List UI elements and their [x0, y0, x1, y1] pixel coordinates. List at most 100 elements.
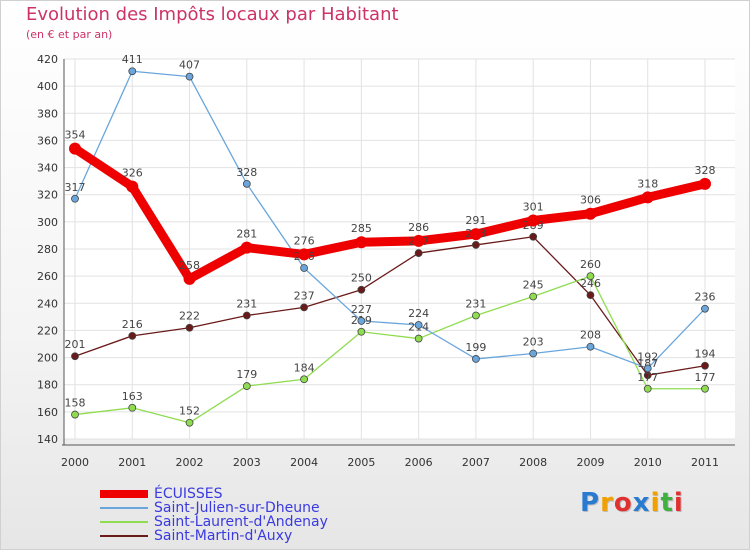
- legend-label: ÉCUISSES: [154, 486, 223, 502]
- data-label: 187: [637, 357, 658, 370]
- data-point: [128, 331, 137, 340]
- data-point: [699, 177, 711, 190]
- y-tick-label: 340: [37, 162, 58, 175]
- data-point: [128, 67, 137, 76]
- data-point: [472, 241, 480, 249]
- data-label: 184: [294, 361, 315, 374]
- data-label: 328: [236, 166, 257, 179]
- series-line: [74, 236, 706, 376]
- data-point: [701, 361, 709, 370]
- x-tick-label: 2006: [405, 456, 433, 469]
- data-point: [300, 303, 308, 312]
- data-point: [355, 236, 368, 249]
- data-point: [643, 364, 652, 373]
- data-point: [357, 317, 366, 325]
- data-label: 192: [637, 350, 658, 363]
- data-point: [128, 403, 137, 412]
- data-point: [701, 304, 709, 313]
- y-tick-label: 400: [37, 80, 58, 93]
- y-tick-label: 420: [37, 53, 58, 66]
- data-label: 201: [65, 338, 86, 351]
- legend-swatch: [100, 490, 148, 498]
- data-point: [69, 142, 81, 155]
- x-tick-label: 2004: [290, 456, 318, 469]
- data-point: [242, 382, 251, 390]
- x-tick-label: 2003: [233, 456, 261, 469]
- data-label: 236: [695, 291, 716, 304]
- data-label: 231: [236, 298, 257, 311]
- data-point: [529, 232, 538, 241]
- data-point: [185, 418, 194, 427]
- y-tick-label: 300: [37, 216, 58, 229]
- data-point: [126, 180, 139, 193]
- legend-swatch: [100, 507, 148, 509]
- logo-letter: o: [613, 488, 633, 518]
- legend-item: ÉCUISSES: [100, 487, 223, 501]
- data-point: [414, 249, 423, 257]
- data-point: [357, 327, 366, 336]
- proxiti-logo: Proxiti: [580, 488, 684, 518]
- data-point: [701, 384, 709, 393]
- data-point: [300, 375, 308, 384]
- data-point: [469, 228, 482, 241]
- data-label: 179: [236, 368, 257, 381]
- data-point: [298, 248, 311, 261]
- logo-letter: i: [650, 488, 661, 518]
- chart-subtitle: (en € et par an): [26, 28, 113, 41]
- data-label: 194: [695, 348, 716, 361]
- data-point: [242, 311, 251, 320]
- data-label: 231: [465, 298, 486, 311]
- data-label: 286: [408, 221, 429, 234]
- data-label: 245: [523, 279, 544, 292]
- logo-letter: x: [632, 488, 651, 518]
- data-point: [414, 334, 423, 343]
- x-tick-label: 2002: [176, 456, 204, 469]
- x-tick-label: 2011: [691, 456, 719, 469]
- series-line: [74, 70, 706, 370]
- x-tick-label: 2000: [61, 456, 89, 469]
- y-tick-label: 200: [37, 352, 58, 365]
- data-label: 227: [351, 303, 372, 316]
- data-label: 276: [294, 234, 315, 247]
- data-point: [586, 272, 595, 281]
- data-point: [472, 355, 480, 363]
- data-label: 203: [523, 336, 544, 349]
- legend-label: Saint-Martin-d'Auxy: [154, 528, 293, 544]
- data-point: [641, 191, 654, 204]
- data-point: [71, 352, 79, 361]
- data-point: [414, 321, 423, 329]
- data-point: [240, 241, 253, 254]
- data-point: [357, 285, 366, 294]
- data-label: 199: [465, 341, 486, 354]
- legend-label: Saint-Laurent-d'Andenay: [154, 514, 328, 530]
- data-point: [584, 207, 597, 220]
- data-label: 260: [580, 258, 601, 271]
- y-tick-label: 140: [37, 433, 58, 446]
- series-line: [74, 275, 706, 424]
- data-point: [183, 272, 196, 285]
- data-point: [185, 323, 194, 332]
- data-label: 281: [236, 228, 257, 241]
- data-point: [242, 179, 251, 188]
- x-tick-label: 2009: [576, 456, 604, 469]
- data-label: 306: [580, 194, 601, 207]
- data-label: 285: [351, 222, 372, 235]
- legend-item: Saint-Julien-sur-Dheune: [100, 501, 320, 515]
- series-line: [70, 144, 710, 284]
- x-tick-label: 2010: [634, 456, 662, 469]
- x-tick-label: 2007: [462, 456, 490, 469]
- logo-letter: i: [673, 488, 684, 518]
- data-point: [586, 291, 595, 300]
- legend-item: Saint-Martin-d'Auxy: [100, 529, 292, 543]
- data-label: 258: [179, 259, 200, 272]
- y-tick-label: 160: [37, 406, 58, 419]
- data-label: 177: [695, 371, 716, 384]
- data-point: [527, 214, 540, 227]
- data-label: 328: [695, 164, 716, 177]
- legend-swatch: [100, 535, 148, 537]
- x-tick-label: 2005: [347, 456, 375, 469]
- data-label: 301: [523, 201, 544, 214]
- legend-swatch: [100, 521, 148, 523]
- data-point: [71, 410, 79, 419]
